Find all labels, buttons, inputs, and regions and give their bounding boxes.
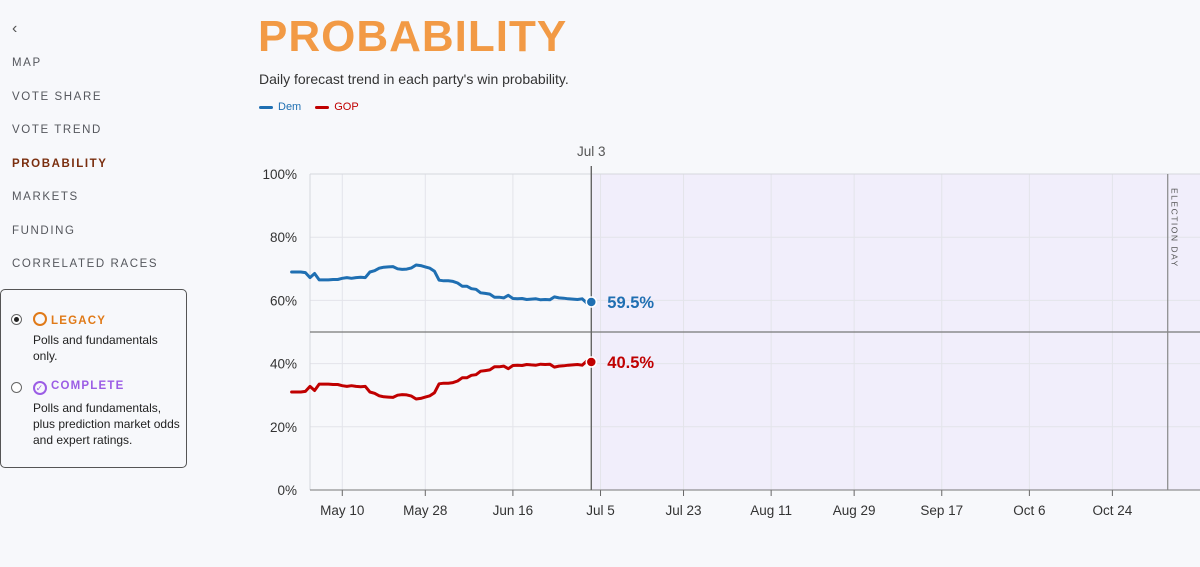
sidebar-item-map[interactable]: MAP [12,57,42,69]
sidebar-item-vote-trend[interactable]: VOTE TREND [12,124,102,136]
circle-icon [33,312,47,326]
model-option-desc: Polls and fundamentals only. [33,333,158,363]
sidebar-item-markets[interactable]: MARKETS [12,191,79,203]
series-endpoint-gop [585,356,598,368]
sidebar-item-vote-share[interactable]: VOTE SHARE [12,90,103,103]
y-tick-label: 100% [262,167,297,182]
y-tick-label: 80% [270,230,297,245]
series-line-dem [290,263,593,305]
back-arrow-icon[interactable]: ‹ [12,20,18,37]
x-tick-label: Aug 29 [833,503,876,518]
x-tick-label: Oct 24 [1092,503,1132,518]
x-tick-label: Aug 11 [750,503,792,518]
legend-label-dem: Dem [278,101,302,113]
model-option-title: ✓ COMPLETE [33,380,125,395]
x-tick-label: Jun 16 [493,503,534,518]
x-tick-label: May 28 [403,503,447,518]
x-tick-label: Jul 23 [666,503,702,518]
legend-item-dem[interactable]: Dem [259,101,301,113]
series-line-gop [290,359,593,401]
y-tick-label: 40% [270,357,297,372]
series-end-label-dem: 59.5% [607,294,654,312]
chart-subtitle: Daily forecast trend in each party's win… [259,71,569,87]
y-tick-label: 60% [270,293,297,308]
legacy-label: LEGACY [51,315,107,327]
sidebar-item-probability[interactable]: PROBABILITY [12,157,108,170]
model-selector: LEGACY Polls and fundamentals only. ✓ COM… [0,289,187,468]
radio-complete[interactable] [11,382,22,393]
sidebar-nav: MAP VOTE SHARE VOTE TREND PROBABILITY MARKET… [12,50,158,285]
model-option-title: LEGACY [33,312,106,327]
current-date-label: Jul 3 [577,144,606,159]
series-end-label-gop: 40.5% [607,354,654,372]
x-tick-label: Sep 17 [920,503,963,518]
legend-swatch-gop [315,105,330,109]
sidebar-item-correlated-races[interactable]: CORRELATED RACES [12,258,159,270]
legend-swatch-dem [259,105,273,109]
x-tick-label: Jul 5 [586,503,615,518]
page-title: PROBABILITY [258,12,568,61]
election-day-label: ELECTION DAY [1170,188,1180,268]
y-tick-label: 0% [277,483,297,498]
legend-item-gop[interactable]: GOP [315,101,359,113]
model-option-desc: Polls and fundamentals, plus prediction … [33,401,180,447]
series-endpoint-dem [585,296,598,308]
legend-label-gop: GOP [334,101,359,113]
y-tick-label: 20% [270,420,297,435]
radio-legacy[interactable] [11,314,22,325]
complete-label: COMPLETE [51,380,125,392]
x-tick-label: Oct 6 [1013,503,1045,518]
x-tick-label: May 10 [320,503,364,518]
sidebar-item-funding[interactable]: FUNDING [12,224,76,237]
chart-legend: Dem GOP [259,101,359,113]
check-circle-icon: ✓ [33,381,47,395]
